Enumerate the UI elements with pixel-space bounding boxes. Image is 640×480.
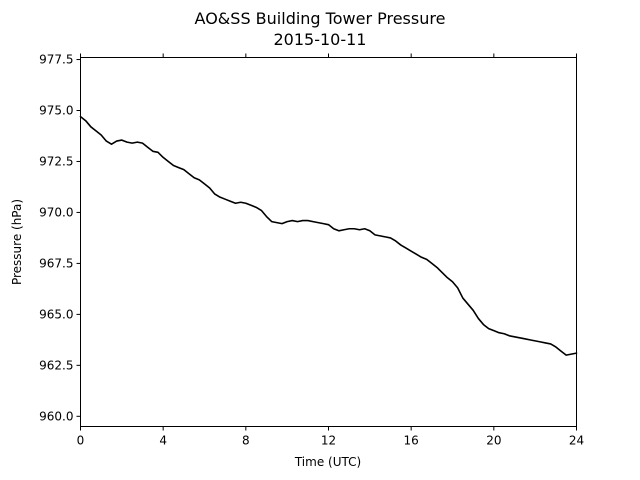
y-tick-label: 972.5: [39, 154, 73, 168]
y-tick-label: 975.0: [39, 104, 73, 118]
x-tick-label: 20: [486, 434, 501, 448]
y-tick-label: 965.0: [39, 307, 73, 321]
chart-subtitle: 2015-10-11: [274, 30, 367, 49]
x-axis-label: Time (UTC): [294, 455, 361, 469]
y-tick-label: 960.0: [39, 409, 73, 423]
y-tick-label: 970.0: [39, 205, 73, 219]
y-tick-label: 967.5: [39, 256, 73, 270]
x-tick-label: 24: [569, 434, 584, 448]
chart-title: AO&SS Building Tower Pressure: [195, 9, 446, 28]
x-axis: 0 4 8 12 16 20 24: [77, 53, 584, 448]
y-axis: 960.0 962.5 965.0 967.5 970.0 972.5 975.0 977.5: [39, 53, 81, 423]
y-tick-label: 962.5: [39, 358, 73, 372]
x-tick-label: 16: [404, 434, 419, 448]
pressure-series-line: [79, 115, 578, 356]
x-tick-label: 0: [77, 434, 85, 448]
plot-area: 0 4 8 12 16 20 24 960.0 962.5 965.0 967.5 970.0 972…: [39, 53, 584, 448]
y-axis-label: Pressure (hPa): [10, 199, 24, 285]
x-tick-label: 12: [321, 434, 336, 448]
x-tick-label: 4: [159, 434, 167, 448]
y-tick-label: 977.5: [39, 53, 73, 67]
x-tick-label: 8: [242, 434, 250, 448]
plot-frame: [80, 57, 577, 427]
